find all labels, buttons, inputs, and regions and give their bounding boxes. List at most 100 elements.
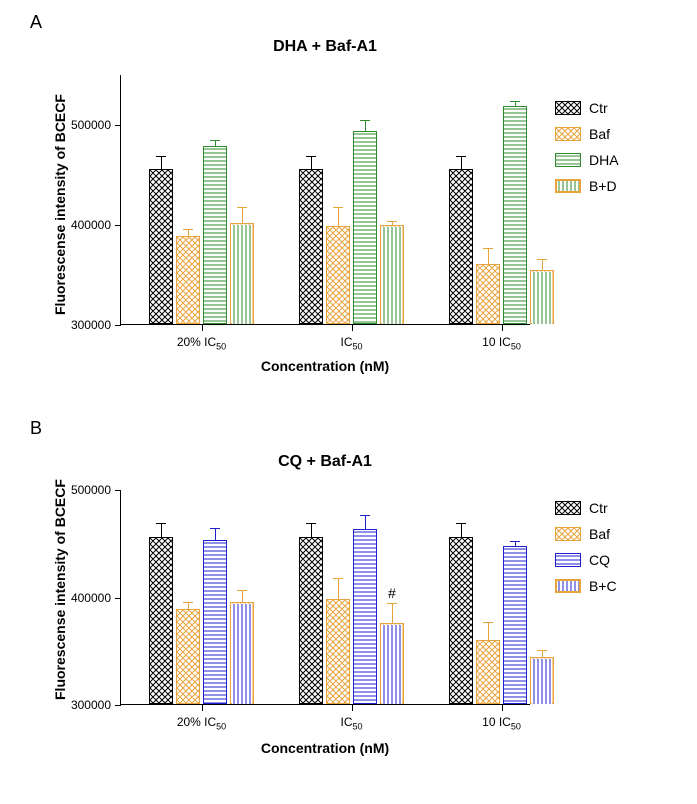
error-cap	[306, 156, 316, 157]
x-tick	[202, 325, 203, 331]
error-bar	[188, 603, 189, 609]
chart-a-y-label: Fluorescense intensity of BCECF	[52, 94, 68, 315]
error-bar	[461, 524, 462, 537]
bar	[326, 599, 350, 704]
y-tick	[115, 705, 121, 706]
bar	[299, 537, 323, 704]
panel-a-label: A	[30, 12, 42, 33]
error-cap	[156, 523, 166, 524]
bar	[503, 106, 527, 324]
error-cap	[456, 156, 466, 157]
y-tick-label: 400000	[61, 218, 111, 232]
swatch-dha	[555, 153, 581, 167]
legend-label: Baf	[589, 526, 610, 542]
error-cap	[537, 259, 547, 260]
x-tick-label: 10 IC50	[439, 335, 564, 351]
y-tick	[115, 325, 121, 326]
error-cap	[156, 156, 166, 157]
legend-label: B+D	[589, 178, 617, 194]
chart-a-area: 30000040000050000020% IC50IC5010 IC50	[120, 75, 530, 325]
legend-label: DHA	[589, 152, 619, 168]
chart-b-legend: Ctr Baf CQ B+C	[555, 500, 617, 604]
y-tick	[115, 598, 121, 599]
legend-a-bd: B+D	[555, 178, 619, 194]
error-bar	[392, 604, 393, 623]
x-tick-label: 10 IC50	[439, 715, 564, 731]
chart-a-title: DHA + Baf-A1	[120, 38, 530, 56]
error-bar	[338, 579, 339, 598]
legend-label: B+C	[589, 578, 617, 594]
bar	[476, 640, 500, 705]
y-tick-label: 500000	[61, 118, 111, 132]
bar-inner	[232, 225, 252, 324]
swatch-cq	[555, 553, 581, 567]
error-cap	[483, 622, 493, 623]
bar	[149, 537, 173, 704]
bar-inner	[532, 272, 552, 324]
error-bar	[161, 524, 162, 537]
x-tick-label: 20% IC50	[139, 715, 264, 731]
error-cap	[510, 101, 520, 102]
legend-a-dha: DHA	[555, 152, 619, 168]
bar	[326, 226, 350, 324]
bar	[503, 546, 527, 704]
x-tick	[352, 705, 353, 711]
y-tick	[115, 125, 121, 126]
legend-label: Ctr	[589, 500, 608, 516]
error-bar	[488, 249, 489, 264]
bar-inner	[382, 227, 402, 324]
bar	[176, 236, 200, 324]
bar	[149, 169, 173, 324]
chart-b-title: CQ + Baf-A1	[120, 453, 530, 471]
error-cap	[306, 523, 316, 524]
y-tick	[115, 225, 121, 226]
legend-b-cq: CQ	[555, 552, 617, 568]
bar	[176, 609, 200, 704]
error-cap	[387, 221, 397, 222]
legend-a-baf: Baf	[555, 126, 619, 142]
bar	[203, 146, 227, 324]
error-bar	[338, 208, 339, 226]
bar-inner	[382, 625, 402, 704]
legend-label: Baf	[589, 126, 610, 142]
chart-a-x-label: Concentration (nM)	[120, 358, 530, 374]
legend-a-ctr: Ctr	[555, 100, 619, 116]
bar-inner	[532, 659, 552, 704]
error-bar	[365, 516, 366, 529]
error-bar	[242, 591, 243, 602]
error-cap	[333, 207, 343, 208]
error-cap	[483, 248, 493, 249]
x-tick	[202, 705, 203, 711]
error-bar	[188, 230, 189, 236]
error-bar	[392, 222, 393, 225]
error-bar	[488, 623, 489, 639]
swatch-baf	[555, 527, 581, 541]
x-tick-label: IC50	[289, 335, 414, 351]
error-bar	[161, 157, 162, 169]
x-tick-label: 20% IC50	[139, 335, 264, 351]
panel-b-label: B	[30, 418, 42, 439]
error-bar	[365, 121, 366, 131]
bar-inner	[232, 604, 252, 704]
error-bar	[311, 524, 312, 537]
y-tick-label: 300000	[61, 318, 111, 332]
legend-b-baf: Baf	[555, 526, 617, 542]
error-bar	[215, 141, 216, 146]
swatch-ctr	[555, 501, 581, 515]
y-tick-label: 300000	[61, 698, 111, 712]
error-bar	[542, 651, 543, 656]
error-cap	[333, 578, 343, 579]
y-tick	[115, 490, 121, 491]
error-bar	[542, 260, 543, 270]
error-cap	[210, 528, 220, 529]
error-bar	[242, 208, 243, 223]
x-tick	[502, 705, 503, 711]
bar	[449, 169, 473, 324]
swatch-bd	[555, 179, 581, 193]
significance-mark: #	[388, 585, 396, 601]
error-cap	[237, 207, 247, 208]
error-cap	[510, 541, 520, 542]
chart-b-x-label: Concentration (nM)	[120, 740, 530, 756]
legend-label: CQ	[589, 552, 610, 568]
error-cap	[537, 650, 547, 651]
